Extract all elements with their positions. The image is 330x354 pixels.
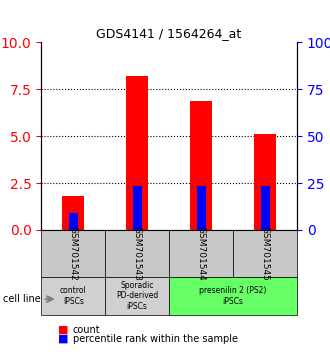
FancyBboxPatch shape [233, 230, 297, 277]
Text: ■: ■ [58, 325, 68, 335]
Text: ■: ■ [58, 334, 68, 344]
Text: presenilin 2 (PS2)
iPSCs: presenilin 2 (PS2) iPSCs [199, 286, 267, 306]
Text: control
IPSCs: control IPSCs [60, 286, 86, 306]
Bar [126, 76, 148, 230]
Bar [133, 186, 142, 230]
FancyBboxPatch shape [41, 277, 105, 315]
Text: cell line: cell line [3, 294, 41, 304]
Bar [69, 213, 78, 230]
Bar [190, 101, 212, 230]
FancyBboxPatch shape [41, 230, 105, 277]
Text: percentile rank within the sample: percentile rank within the sample [73, 334, 238, 344]
Text: Sporadic
PD-derived
iPSCs: Sporadic PD-derived iPSCs [116, 281, 158, 311]
Text: GSM701543: GSM701543 [133, 226, 142, 281]
FancyBboxPatch shape [169, 230, 233, 277]
Text: GSM701545: GSM701545 [260, 226, 270, 281]
Bar [62, 196, 84, 230]
Text: GSM701544: GSM701544 [197, 226, 206, 281]
Text: count: count [73, 325, 100, 335]
Bar [254, 134, 276, 230]
Title: GDS4141 / 1564264_at: GDS4141 / 1564264_at [96, 27, 242, 40]
FancyBboxPatch shape [169, 277, 297, 315]
Bar [261, 186, 270, 230]
FancyBboxPatch shape [105, 277, 169, 315]
FancyBboxPatch shape [105, 230, 169, 277]
Text: GSM701542: GSM701542 [69, 226, 78, 281]
Bar [197, 186, 206, 230]
